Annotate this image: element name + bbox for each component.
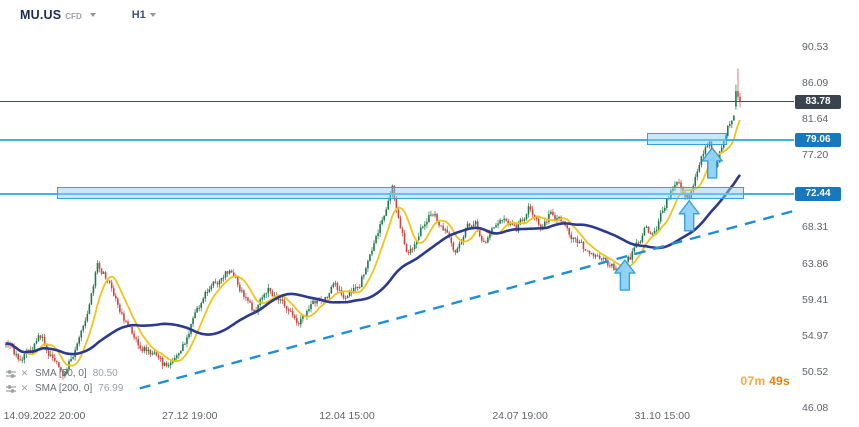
indicator-row-sma200: ✕ SMA [200, 0] 76.99 [5, 381, 123, 396]
indicator-settings-icon[interactable] [5, 368, 16, 379]
x-axis-label: 27.12 19:00 [162, 410, 218, 422]
y-axis-tick: 46.08 [802, 402, 829, 414]
y-axis-tick: 77.20 [802, 149, 829, 162]
y-axis-tick: 54.97 [802, 329, 829, 342]
support-zone-72.44[interactable] [57, 186, 744, 199]
x-axis-label: 14.09.2022 20:00 [3, 410, 86, 422]
timeframe-label: H1 [131, 9, 146, 21]
level-line-72.44[interactable] [0, 192, 794, 195]
x-axis-label: 12.04 15:00 [319, 410, 375, 422]
level-price-label: 79.06 [795, 133, 841, 148]
y-axis-tick: 68.31 [802, 221, 829, 234]
indicator-value: 80.50 [92, 368, 118, 379]
indicator-name: SMA [50, 0] [35, 368, 87, 379]
instrument-type-label: CFD [65, 12, 82, 21]
timeframe-selector[interactable]: H1 [132, 9, 156, 21]
x-axis-label: 24.07 19:00 [492, 410, 548, 422]
y-axis-tick: 63.86 [802, 257, 829, 270]
chevron-down-icon [149, 13, 156, 17]
chevron-down-icon [89, 13, 96, 17]
x-axis-label: 31.10 15:00 [634, 410, 690, 422]
y-axis-tick: 90.53 [802, 41, 829, 53]
time-axis[interactable]: 14.09.2022 20:00 27.12 19:00 12.04 15:00 24… [0, 405, 794, 427]
indicator-legend: ✕ SMA [50, 0] 80.50 ✕ SMA [200, 0] 76.99 [5, 366, 123, 396]
y-axis-tick: 86.09 [802, 77, 829, 90]
indicator-name: SMA [200, 0] [35, 383, 93, 394]
current-price-label: 83.78 [795, 94, 841, 109]
indicator-remove-icon[interactable]: ✕ [20, 368, 29, 378]
y-axis-tick: 50.52 [802, 365, 829, 378]
y-axis-tick: 81.64 [802, 113, 829, 126]
indicator-settings-icon[interactable] [5, 383, 16, 394]
y-axis-tick: 59.41 [802, 293, 829, 306]
chart-header: MU.US CFD H1 [20, 8, 156, 22]
price-chart-canvas[interactable] [0, 0, 794, 405]
indicator-remove-icon[interactable]: ✕ [20, 383, 29, 393]
instrument-name: MU.US [20, 8, 62, 22]
level-price-label: 72.44 [795, 186, 841, 201]
candle-countdown-timer: 07m 49s [741, 374, 790, 388]
current-price-line [0, 101, 794, 103]
indicator-value: 76.99 [98, 383, 124, 394]
timer-seconds: 49s [769, 374, 790, 388]
price-axis[interactable]: 90.5386.0981.6477.2072.7568.3163.8659.41… [794, 0, 859, 427]
timer-minutes: 07m [740, 374, 766, 388]
instrument-selector[interactable]: MU.US CFD [20, 8, 96, 22]
level-line-79.06[interactable] [0, 139, 794, 142]
indicator-row-sma50: ✕ SMA [50, 0] 80.50 [5, 366, 123, 381]
chart-plot-area [0, 0, 794, 405]
resistance-zone-79.06[interactable] [647, 132, 728, 146]
